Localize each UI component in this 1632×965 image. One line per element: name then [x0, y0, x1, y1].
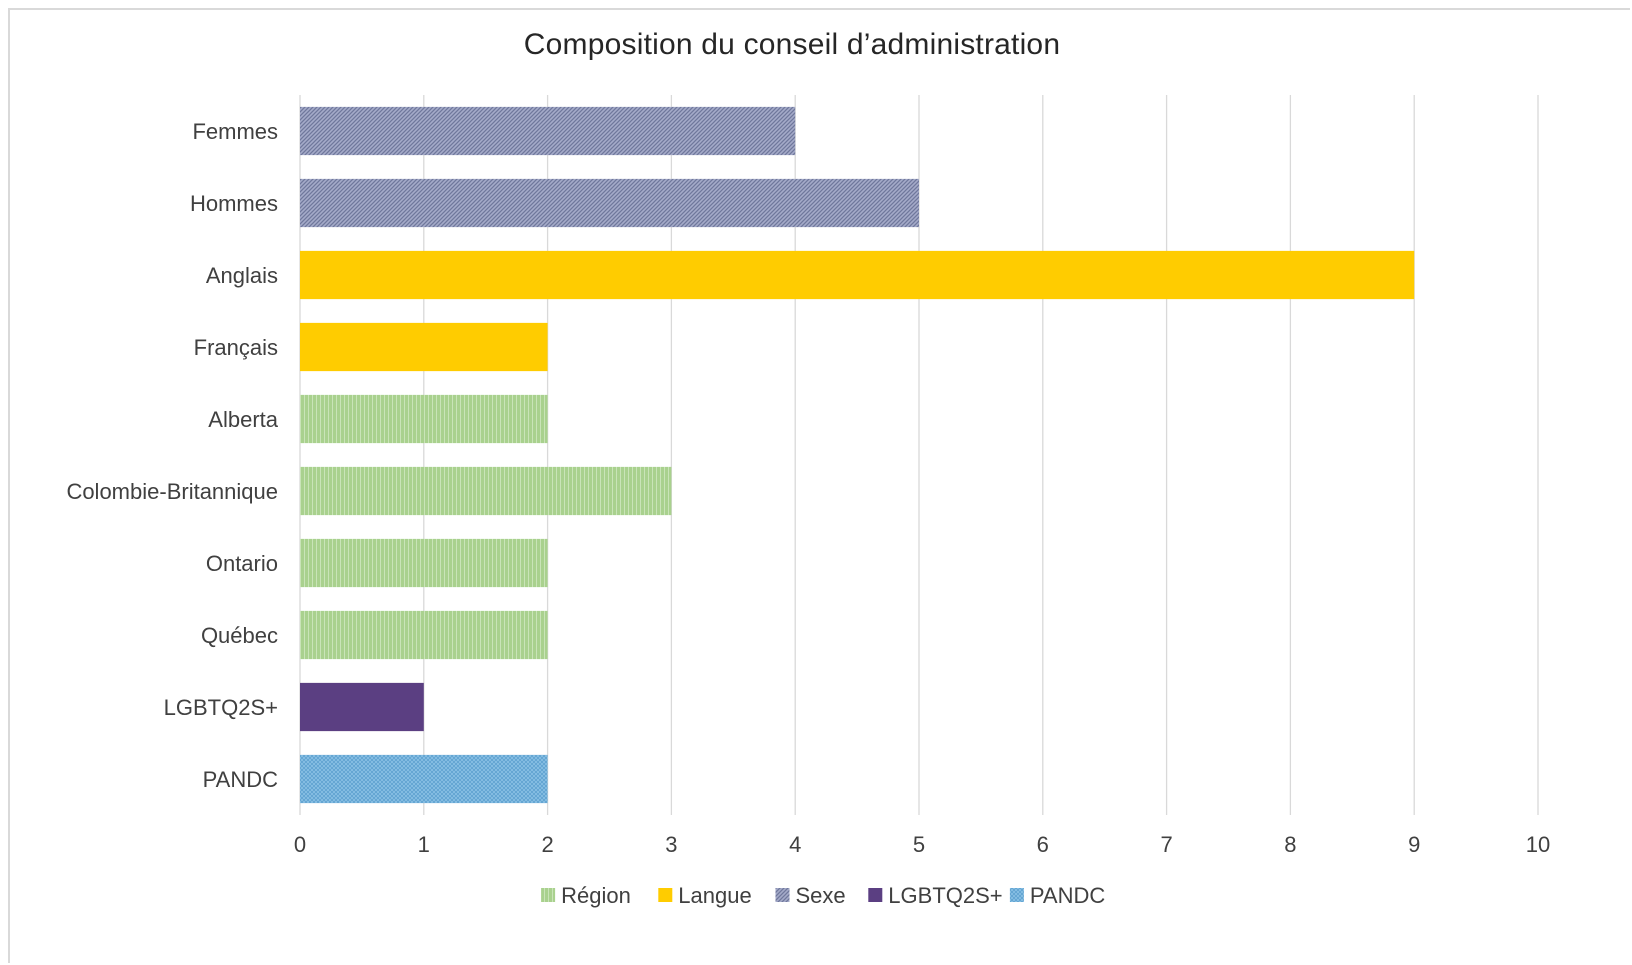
legend-label: Sexe — [796, 883, 846, 908]
legend-swatch — [775, 888, 790, 902]
x-tick-label: 7 — [1160, 832, 1172, 857]
category-label: Anglais — [206, 263, 278, 288]
legend-label: Région — [561, 883, 631, 908]
category-label: Français — [194, 335, 278, 360]
bar-colombie-britannique — [300, 466, 672, 516]
bar-ontario — [300, 538, 548, 588]
bar-québec — [300, 610, 548, 660]
category-label: Hommes — [190, 191, 278, 216]
x-tick-label: 1 — [418, 832, 430, 857]
bar-femmes — [300, 106, 796, 156]
legend-swatch — [868, 888, 883, 902]
x-tick-label: 0 — [294, 832, 306, 857]
x-tick-label: 4 — [789, 832, 801, 857]
x-tick-label: 9 — [1408, 832, 1420, 857]
category-label: Québec — [201, 623, 278, 648]
bar-pandc — [300, 754, 548, 804]
legend-label: LGBTQ2S+ — [888, 883, 1002, 908]
category-label: Femmes — [192, 119, 278, 144]
category-label: Ontario — [206, 551, 278, 576]
category-label: PANDC — [203, 767, 278, 792]
chart-title: Composition du conseil d’administration — [523, 28, 1061, 61]
x-tick-label: 8 — [1284, 832, 1296, 857]
bar-français — [300, 322, 548, 372]
legend-label: Langue — [678, 883, 751, 908]
x-tick-label: 6 — [1037, 832, 1049, 857]
bar-hommes — [300, 178, 919, 228]
legend-swatch — [658, 888, 673, 902]
x-tick-label: 3 — [665, 832, 677, 857]
bar-lgbtq2s+ — [300, 682, 424, 732]
x-tick-label: 5 — [913, 832, 925, 857]
category-label: Colombie-Britannique — [66, 479, 278, 504]
legend-label: PANDC — [1030, 883, 1105, 908]
category-label: LGBTQ2S+ — [164, 695, 278, 720]
legend-swatch — [541, 888, 556, 902]
bar-alberta — [300, 394, 548, 444]
x-tick-label: 2 — [541, 832, 553, 857]
bar-anglais — [300, 250, 1415, 300]
legend-swatch — [1009, 888, 1024, 902]
category-label: Alberta — [208, 407, 278, 432]
x-tick-label: 10 — [1526, 832, 1550, 857]
chart-frame — [8, 8, 1630, 963]
